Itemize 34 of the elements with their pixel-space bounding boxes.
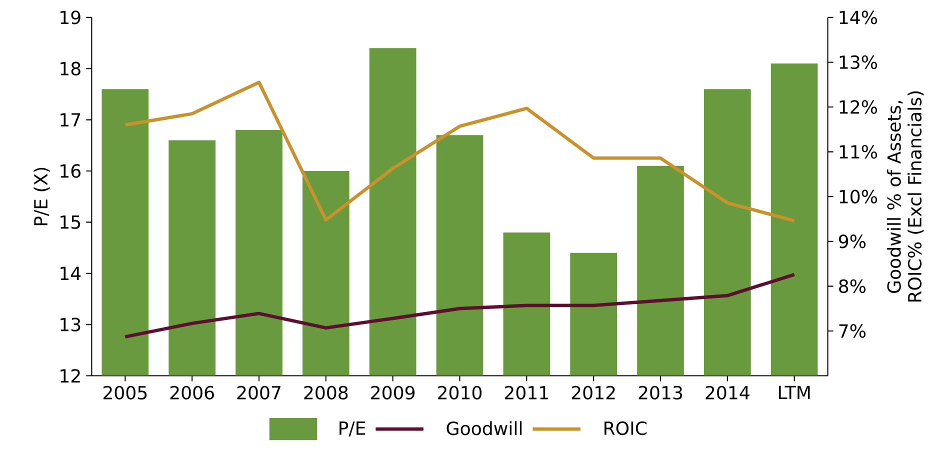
x-tick-label: 2014: [706, 386, 750, 400]
y2-tick-label: 11%: [840, 144, 878, 159]
y-tick-label: 19: [60, 10, 80, 24]
y-tick-label: 15: [60, 215, 80, 229]
legend-label: P/E: [340, 421, 366, 436]
y2-tick-label: 10%: [840, 190, 878, 204]
y2-tick-label: 7%: [839, 324, 866, 338]
y-tick-label: 14: [60, 266, 81, 280]
y-tick-label: 17: [60, 113, 80, 126]
x-tick-label: 2007: [237, 386, 280, 400]
y-tick-label: 16: [60, 164, 80, 178]
legend-label: Goodwill: [446, 421, 522, 436]
x-tick-label: LTM: [779, 386, 810, 399]
x-tick-label: 2006: [170, 386, 214, 400]
y-axis-title: P/E (X): [34, 168, 50, 226]
legend-label: ROIC: [604, 421, 647, 435]
x-tick-label: 2011: [504, 386, 548, 400]
line-series: [123, 272, 796, 338]
x-tick-label: 2010: [438, 386, 482, 400]
x-tick-label: 2005: [103, 386, 147, 400]
y-tick-label: 12: [60, 368, 80, 382]
y2-axis-title: Goodwill % of Assets, ROIC% (Excl Financials): [886, 91, 924, 302]
y2-tick-label: 9%: [839, 234, 866, 248]
y-tick-label: 18: [60, 62, 80, 76]
x-tick-label: 2012: [572, 386, 615, 400]
x-tick-label: 2013: [638, 386, 682, 400]
y2-tick-label: 12%: [840, 100, 878, 114]
y2-tick-label: 13%: [840, 55, 878, 69]
y2-tick-label: 14%: [840, 10, 878, 24]
x-tick-label: 2008: [304, 386, 348, 400]
y-tick-label: 13: [60, 318, 80, 332]
y2-tick-label: 8%: [839, 279, 866, 293]
x-tick-label: 2009: [371, 386, 415, 400]
line-series: [123, 80, 796, 222]
